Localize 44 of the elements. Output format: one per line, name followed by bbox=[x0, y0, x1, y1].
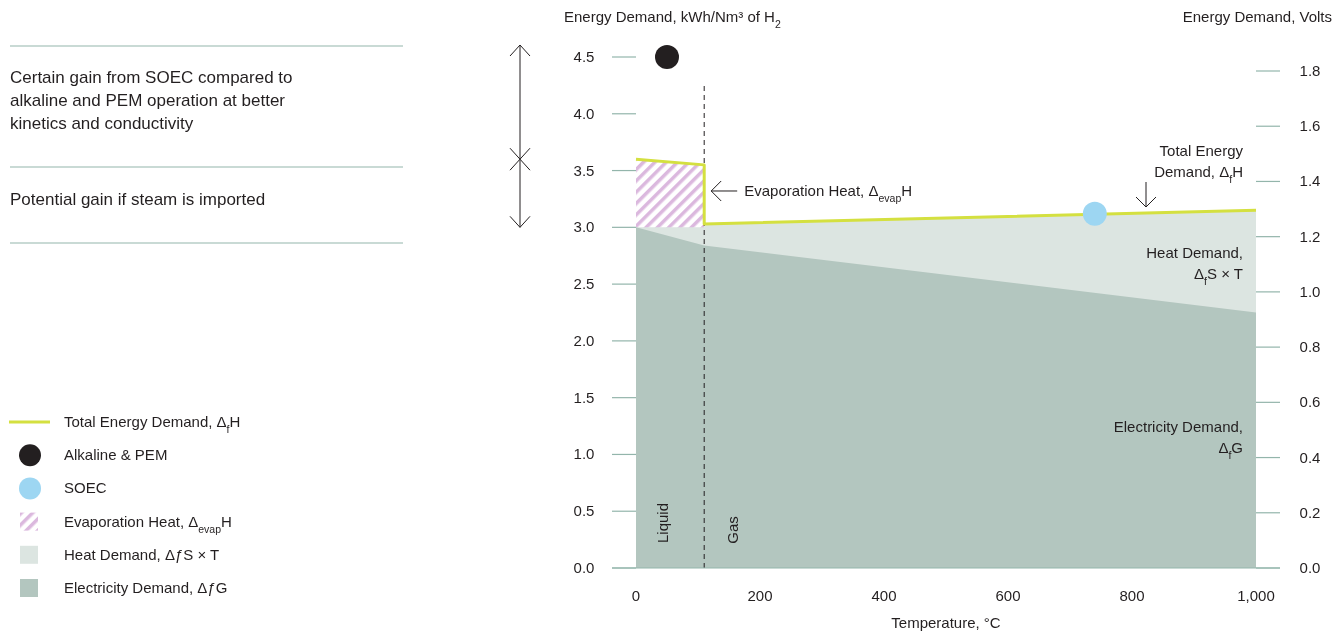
y-axis-title: Energy Demand, kWh/Nm³ of H$_{2}$ bbox=[564, 8, 781, 30]
x-tick-label: 200 bbox=[747, 587, 773, 604]
x-tick-label: 600 bbox=[995, 587, 1021, 604]
y-tick-label: 1.5 bbox=[573, 388, 595, 406]
annotation: Heat Demand, Δ$_{f}$S × T bbox=[1146, 244, 1243, 287]
x-tick-label: 400 bbox=[871, 587, 897, 604]
y-tick-label: 2.0 bbox=[573, 331, 595, 349]
y2-tick-label: 1.6 bbox=[1299, 117, 1321, 135]
y-tick-label: 4.0 bbox=[573, 104, 595, 122]
y2-tick-label: 1.2 bbox=[1299, 227, 1321, 245]
legend-label: SOEC bbox=[64, 479, 107, 497]
y2-tick-label: 0.6 bbox=[1299, 393, 1321, 411]
x-tick-label: 1,000 bbox=[1237, 587, 1275, 604]
y-tick-label: 1.0 bbox=[573, 445, 595, 463]
legend-label: Alkaline & PEM bbox=[64, 446, 168, 464]
y2-axis-title: Energy Demand, Volts bbox=[1182, 8, 1332, 25]
y-tick-label: 4.5 bbox=[573, 48, 595, 65]
y-tick-label: 2.5 bbox=[573, 275, 595, 293]
y2-tick-label: 1.8 bbox=[1299, 62, 1321, 79]
y2-tick-label: 0.4 bbox=[1299, 448, 1321, 466]
legend-label: Total Energy Demand, Δ$_{f}$H bbox=[64, 413, 241, 435]
annotation: Total Energy Demand, Δ$_{f}$H bbox=[1154, 142, 1244, 185]
y2-tick-label: 0.8 bbox=[1299, 338, 1321, 356]
y-tick-label: 3.5 bbox=[573, 161, 595, 179]
y-tick-label: 0.5 bbox=[573, 502, 595, 520]
y-tick-label: 3.0 bbox=[573, 218, 595, 236]
annotation: Electricity Demand, Δ$_{f}$G bbox=[1113, 418, 1243, 461]
legend-label: Heat Demand, ΔƒS × T bbox=[64, 545, 220, 563]
legend-label: Evaporation Heat, Δ$_{evap}$H bbox=[64, 512, 232, 535]
y-tick-label: 0.0 bbox=[573, 559, 595, 576]
y2-tick-label: 1.4 bbox=[1299, 172, 1321, 190]
x-tick-label: 0 bbox=[631, 587, 641, 604]
y2-tick-label: 0.2 bbox=[1299, 503, 1321, 521]
y2-tick-label: 1.0 bbox=[1299, 282, 1321, 300]
text: Certain gain from SOEC compared to alkaline and PEM operation at better kinetics and conductivity bbox=[10, 68, 293, 133]
line-series bbox=[634, 157, 1258, 226]
y2-tick-label: 0.0 bbox=[1299, 559, 1321, 576]
annotation: Evaporation Heat, Δ$_{evap}$H bbox=[744, 182, 913, 204]
annotation: Gas bbox=[724, 516, 741, 544]
annotation: Liquid bbox=[654, 502, 671, 544]
text: Potential gain if steam is imported bbox=[10, 190, 266, 209]
x-axis-title: Temperature, °C bbox=[891, 614, 1001, 631]
legend-label: Electricity Demand, ΔƒG bbox=[64, 579, 228, 596]
x-tick-label: 800 bbox=[1119, 587, 1145, 604]
